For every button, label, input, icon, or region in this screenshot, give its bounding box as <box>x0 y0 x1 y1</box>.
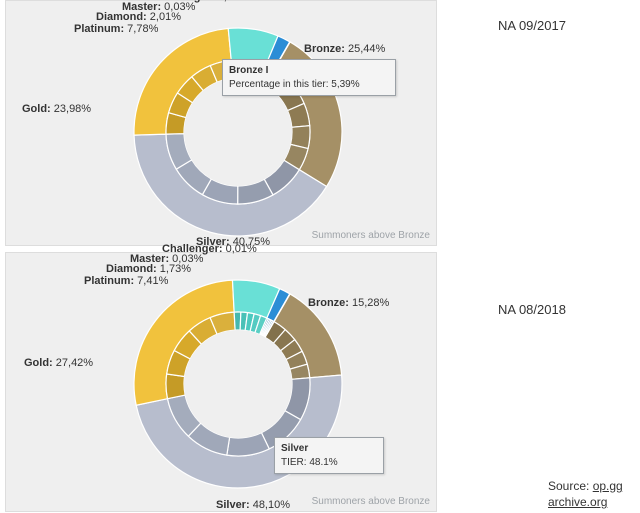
tooltip-title: Bronze I <box>229 64 389 78</box>
tooltip-line: TIER: 48.1% <box>281 456 377 470</box>
tooltip-line: Percentage in this tier: 5,39% <box>229 78 389 92</box>
chart-panel-bottom: Bronze: 15,28% Silver: 48,10% Gold: 27,42%… <box>5 252 437 512</box>
footer-note-bottom: Summoners above Bronze <box>312 496 430 507</box>
slice-label-challenger: Challenger: 0,01% <box>162 243 257 256</box>
slice-label-challenger: Challenger: 0,01% <box>154 0 249 4</box>
source-label: Source: <box>548 479 589 493</box>
tooltip-top: Bronze I Percentage in this tier: 5,39% <box>222 59 396 96</box>
slice-label-gold: Gold: 27,42% <box>24 357 93 370</box>
side-title-bottom: NA 08/2018 <box>498 302 566 317</box>
source-link-archive[interactable]: archive.org <box>548 495 607 509</box>
slice-label-gold: Gold: 23,98% <box>22 103 91 116</box>
donut-chart-top <box>6 1 436 245</box>
slice-label-platinum: Platinum: 7,41% <box>84 275 168 288</box>
inner-slice-gold-0[interactable] <box>166 374 185 399</box>
tooltip-bottom: Silver TIER: 48.1% <box>274 437 384 474</box>
side-title-top: NA 09/2017 <box>498 18 566 33</box>
source-link-opgg[interactable]: op.gg <box>593 479 623 493</box>
source-block: Source: op.gg archive.org <box>548 478 623 510</box>
footer-note-top: Summoners above Bronze <box>312 230 430 241</box>
slice-label-bronze: Bronze: 25,44% <box>304 43 385 56</box>
slice-label-bronze: Bronze: 15,28% <box>308 297 389 310</box>
slice-label-platinum: Platinum: 7,78% <box>74 23 158 36</box>
tooltip-title: Silver <box>281 442 377 456</box>
chart-panel-top: Bronze: 25,44%Silver: 40,75%Gold: 23,98%… <box>5 0 437 246</box>
slice-label-silver: Silver: 48,10% <box>216 499 290 512</box>
donut-core <box>184 330 292 438</box>
